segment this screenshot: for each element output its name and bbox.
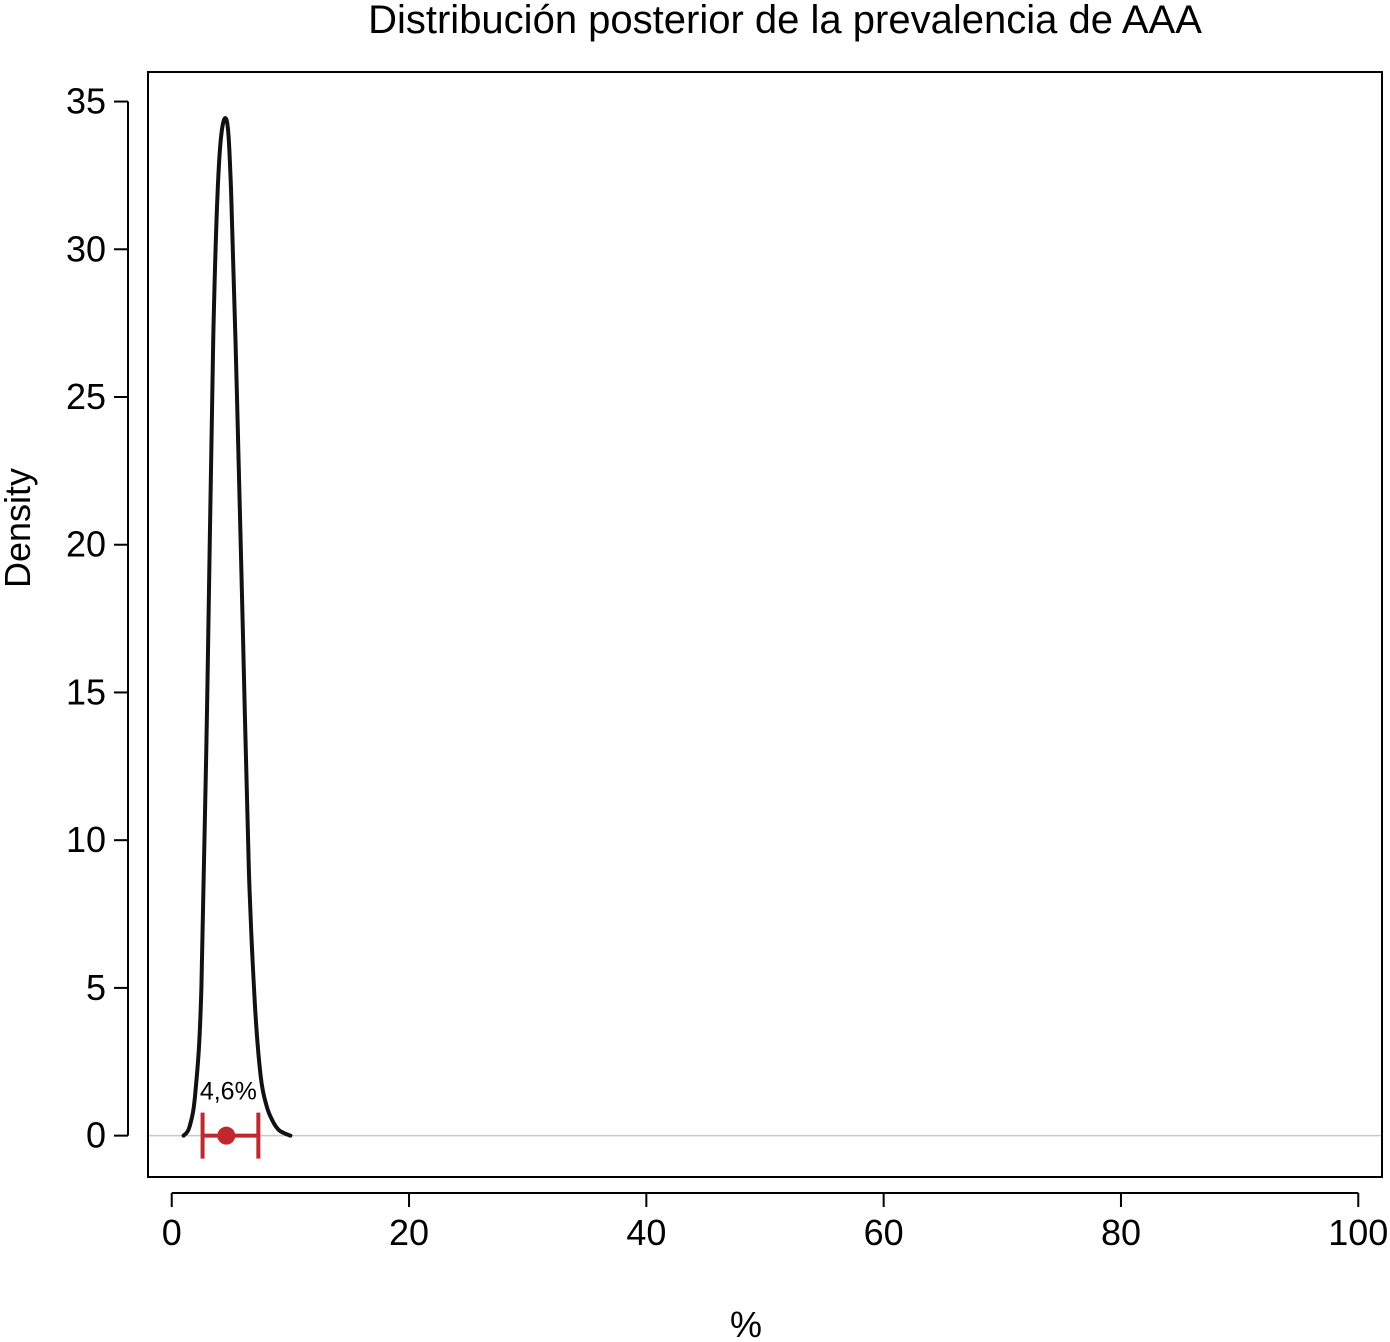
- x-tick-label: 0: [162, 1212, 182, 1253]
- x-tick-label: 40: [626, 1212, 666, 1253]
- y-tick-label: 35: [66, 81, 106, 122]
- density-curve: [181, 116, 293, 1138]
- x-axis-title: %: [730, 1304, 762, 1342]
- interval-point-estimate: [217, 1126, 236, 1145]
- y-axis: 0 5 10 15 20 25 30 35: [66, 81, 129, 1156]
- chart-title: Distribución posterior de la prevalencia…: [368, 0, 1202, 42]
- x-tick-label: 100: [1328, 1212, 1388, 1253]
- plot-area: 4,6%: [148, 116, 1382, 1159]
- x-tick-label: 20: [389, 1212, 429, 1253]
- x-axis: 0 20 40 60 80 100: [162, 1192, 1388, 1253]
- y-axis-title: Density: [0, 468, 38, 588]
- interval-label: 4,6%: [200, 1078, 257, 1106]
- plot-frame: [147, 71, 1383, 1178]
- y-tick-label: 30: [66, 228, 106, 269]
- x-tick-label: 60: [864, 1212, 904, 1253]
- credible-interval: [200, 1112, 261, 1159]
- y-tick-label: 0: [86, 1115, 106, 1156]
- y-tick-label: 15: [66, 671, 106, 712]
- y-tick-label: 10: [66, 819, 106, 860]
- y-tick-label: 5: [86, 967, 106, 1008]
- y-tick-label: 20: [66, 524, 106, 565]
- y-tick-label: 25: [66, 376, 106, 417]
- x-tick-label: 80: [1101, 1212, 1141, 1253]
